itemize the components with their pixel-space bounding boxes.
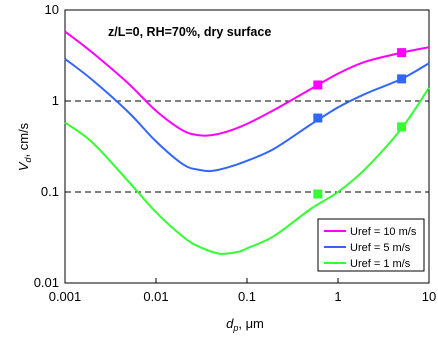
x-axis-label: dp, μm xyxy=(226,316,264,333)
series-0-marker xyxy=(397,48,407,58)
series-2-marker xyxy=(397,122,407,132)
series-group xyxy=(64,30,430,255)
legend-label-1: Uref = 5 m/s xyxy=(350,242,411,254)
series-2-marker xyxy=(313,189,323,199)
legend-label-0: Uref = 10 m/s xyxy=(350,226,417,238)
y-tick-label: 0.1 xyxy=(41,184,59,199)
x-tick-label: 10 xyxy=(422,289,436,304)
x-tick-label: 0.01 xyxy=(143,289,168,304)
x-tick-label: 0.001 xyxy=(49,289,82,304)
y-tick-label: 1 xyxy=(52,93,59,108)
x-tick-label: 1 xyxy=(334,289,341,304)
y-tick-label: 10 xyxy=(45,2,59,17)
series-1-marker xyxy=(313,113,323,123)
chart-annotation: z/L=0, RH=70%, dry surface xyxy=(108,25,271,39)
series-0-marker xyxy=(313,80,323,90)
y-tick-label: 0.01 xyxy=(34,275,59,290)
y-axis-label: Vd, cm/s xyxy=(16,122,33,171)
series-line-1 xyxy=(64,58,430,173)
legend-label-2: Uref = 1 m/s xyxy=(350,258,411,270)
legend: Uref = 10 m/s Uref = 5 m/s Uref = 1 m/s xyxy=(317,218,425,272)
series-1-marker xyxy=(397,74,407,84)
series-line-0 xyxy=(64,30,430,137)
reference-lines xyxy=(65,100,429,193)
series-line-2 xyxy=(64,87,430,255)
x-tick-label: 0.1 xyxy=(238,289,256,304)
